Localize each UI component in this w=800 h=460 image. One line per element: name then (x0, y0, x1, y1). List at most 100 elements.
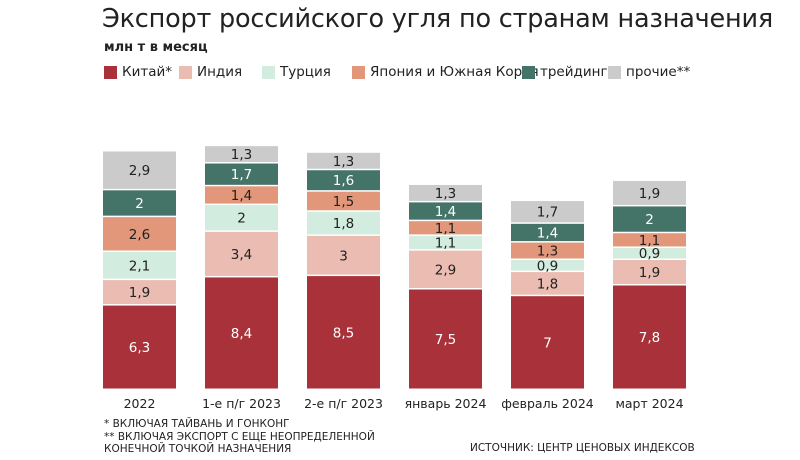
data-label-s2-c5: 0,9 (639, 246, 660, 262)
bar-segment-s5-c2 (307, 152, 380, 169)
data-label-s5-c3: 1,3 (435, 186, 456, 202)
category-label-2: 2-е п/г 2023 (304, 396, 383, 411)
category-label-4: февраль 2024 (501, 396, 594, 411)
data-label-s1-c0: 1,9 (129, 285, 150, 301)
data-label-s4-c2: 1,6 (333, 173, 354, 189)
legend-item-other: прочие** (608, 64, 690, 80)
data-label-s3-c2: 1,5 (333, 194, 354, 210)
footnote-1: * включая Тайвань и Гонконг (104, 418, 290, 430)
data-label-s2-c1: 2 (237, 211, 246, 227)
data-label-s1-c3: 2,9 (435, 262, 456, 278)
bar-segment-s3-c4 (511, 242, 584, 259)
bar-segment-s3-c3 (409, 221, 482, 235)
data-label-s0-c2: 8,5 (333, 325, 354, 341)
data-label-s0-c0: 6,3 (129, 340, 150, 356)
legend-label-turkey: Турция (280, 64, 331, 80)
bar-segment-s1-c5 (613, 260, 686, 284)
data-label-s5-c0: 2,9 (129, 163, 150, 179)
footnote-2: ** включая экспорт с еще неопределенной (104, 430, 375, 443)
data-label-s3-c1: 1,4 (231, 188, 252, 204)
bar-segment-s1-c1 (205, 231, 278, 276)
legend-item-trading: трейдинг (522, 64, 608, 80)
data-label-s5-c2: 1,3 (333, 154, 354, 170)
data-label-s2-c2: 1,8 (333, 216, 354, 232)
data-label-s2-c3: 1,1 (435, 236, 456, 252)
data-label-s1-c4: 1,8 (537, 276, 558, 292)
legend-swatch-japan-korea (352, 65, 365, 79)
legend-label-japan-korea: Япония и Южная Корея (370, 64, 539, 80)
data-label-s1-c1: 3,4 (231, 247, 252, 263)
bar-segment-s2-c2 (307, 211, 380, 235)
data-label-s1-c2: 3 (339, 248, 348, 264)
category-label-3: январь 2024 (405, 396, 487, 411)
bar-segment-s0-c1 (205, 277, 278, 389)
data-label-s4-c4: 1,4 (537, 225, 558, 241)
data-label-s4-c1: 1,7 (231, 167, 252, 183)
chart-subtitle: млн т в месяц (104, 40, 208, 55)
bar-segment-s5-c0 (103, 151, 176, 189)
bar-segment-s1-c2 (307, 235, 380, 275)
category-label-1: 1-е п/г 2023 (202, 396, 281, 411)
bar-segment-s4-c1 (205, 163, 278, 185)
data-label-s0-c5: 7,8 (639, 330, 660, 346)
legend-label-china: Китай* (122, 64, 173, 80)
legend-item-turkey: Турция (262, 64, 331, 80)
bar-segment-s0-c0 (103, 305, 176, 389)
bar-segment-s1-c3 (409, 250, 482, 288)
bar-segment-s0-c4 (511, 296, 584, 389)
data-label-s3-c5: 1,1 (639, 233, 660, 249)
data-label-s4-c5: 2 (645, 212, 654, 228)
bar-segment-s5-c1 (205, 146, 278, 163)
chart-legend: Китай* Индия Турция Япония и Южная Корея… (104, 64, 704, 84)
legend-label-india: Индия (197, 64, 243, 80)
data-label-s2-c0: 2,1 (129, 258, 150, 274)
footnotes: * включая Тайвань и Гонконг ** включая э… (104, 418, 375, 456)
legend-item-japan-korea: Япония и Южная Корея (352, 64, 539, 80)
legend-item-china: Китай* (104, 64, 172, 80)
legend-swatch-turkey (262, 65, 275, 79)
data-label-s0-c4: 7 (543, 335, 552, 351)
bar-segment-s1-c4 (511, 272, 584, 295)
bar-segment-s0-c2 (307, 276, 380, 389)
bar-segment-s4-c4 (511, 223, 584, 242)
legend-swatch-india (179, 65, 192, 79)
bar-segment-s5-c4 (511, 201, 584, 223)
bar-segment-s2-c5 (613, 247, 686, 259)
bar-segment-s3-c2 (307, 191, 380, 211)
footnote-3: конечной точкой назначения (104, 443, 292, 455)
data-label-s3-c4: 1,3 (537, 244, 558, 260)
bar-segment-s4-c5 (613, 206, 686, 232)
bar-segment-s3-c5 (613, 233, 686, 247)
category-label-5: март 2024 (615, 396, 683, 411)
data-label-s5-c1: 1,3 (231, 147, 252, 163)
bar-segment-s4-c0 (103, 190, 176, 216)
category-label-0: 2022 (124, 396, 156, 411)
bar-segment-s3-c0 (103, 217, 176, 251)
bar-segment-s4-c3 (409, 202, 482, 220)
data-label-s2-c4: 0,9 (537, 258, 558, 274)
data-label-s5-c5: 1,9 (639, 186, 660, 202)
bar-segment-s2-c1 (205, 205, 278, 231)
bar-segment-s2-c4 (511, 260, 584, 271)
data-label-s4-c3: 1,4 (435, 204, 456, 220)
data-label-s1-c5: 1,9 (639, 265, 660, 281)
legend-swatch-china (104, 65, 117, 79)
bar-segment-s2-c0 (103, 251, 176, 279)
bar-segment-s0-c5 (613, 285, 686, 389)
legend-swatch-trading (522, 65, 535, 79)
data-label-s0-c3: 7,5 (435, 332, 456, 348)
legend-swatch-other (608, 65, 621, 79)
data-label-s3-c3: 1,1 (435, 221, 456, 237)
data-label-s0-c1: 8,4 (231, 326, 252, 342)
bar-segment-s0-c3 (409, 289, 482, 389)
data-label-s4-c0: 2 (135, 196, 144, 212)
bar-segment-s3-c1 (205, 186, 278, 204)
bar-segment-s5-c5 (613, 180, 686, 205)
legend-label-trading: трейдинг (540, 64, 608, 80)
bar-segment-s1-c0 (103, 280, 176, 305)
bar-segment-s2-c3 (409, 235, 482, 250)
legend-item-india: Индия (179, 64, 242, 80)
bar-segment-s5-c3 (409, 184, 482, 201)
bar-segment-s4-c2 (307, 170, 380, 191)
